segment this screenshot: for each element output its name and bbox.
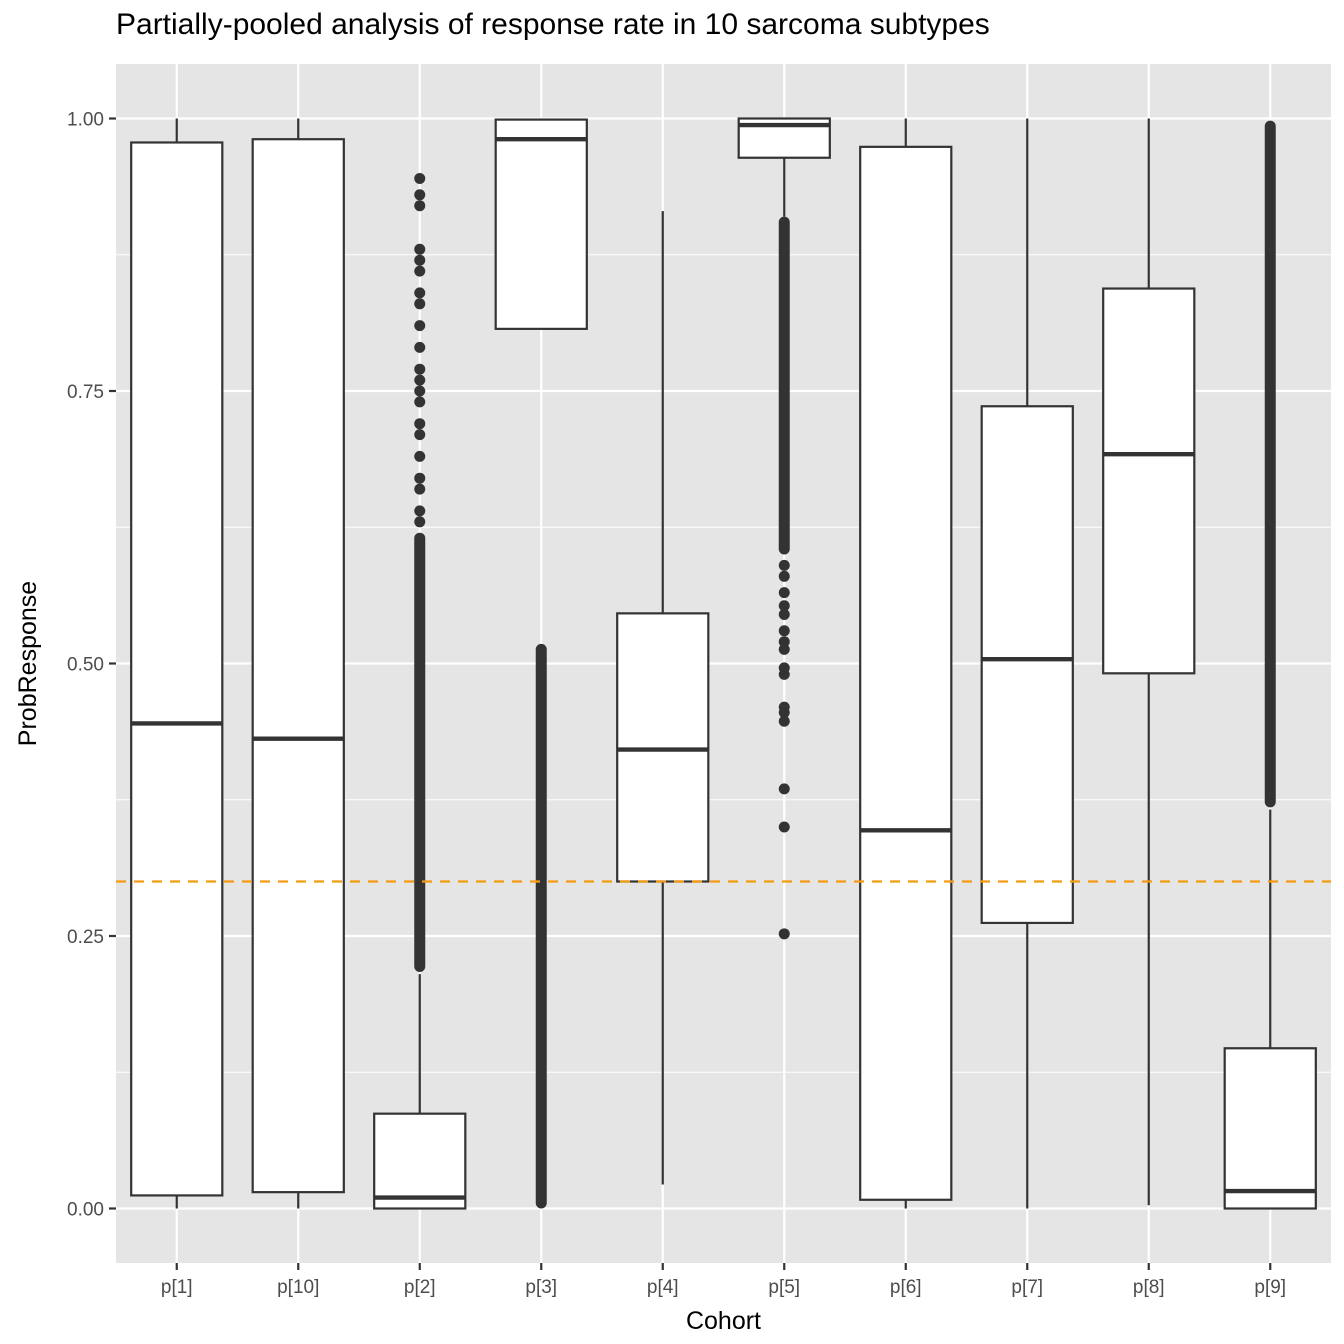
box-iqr — [1223, 1047, 1317, 1210]
outlier-point — [778, 600, 790, 612]
outlier-point — [414, 200, 426, 212]
box-p10 — [251, 118, 345, 1209]
outlier-point — [414, 189, 426, 201]
outlier-point — [414, 341, 426, 353]
outlier-point — [778, 559, 790, 571]
outlier-point — [778, 928, 790, 940]
outlier-point — [778, 608, 790, 620]
x-tick-label: p[5] — [768, 1277, 800, 1298]
box-p1 — [130, 118, 224, 1209]
outlier-points — [1264, 120, 1276, 808]
outlier-points — [414, 532, 426, 972]
outlier-point — [778, 587, 790, 599]
box-iqr — [1102, 287, 1196, 675]
outlier-point — [778, 570, 790, 582]
x-tick-label: p[2] — [404, 1277, 436, 1298]
outlier-point — [778, 821, 790, 833]
outlier-point — [778, 701, 790, 713]
outlier-point — [414, 374, 426, 386]
box-p6 — [859, 118, 953, 1209]
outlier-point — [414, 363, 426, 375]
y-axis-title: ProbResponse — [14, 581, 42, 746]
outlier-point — [414, 505, 426, 517]
x-axis: p[1] p[10] p[2] p[3] p[4] p[5] p[6] p[7] p[8] p[9… — [161, 1263, 1286, 1298]
outlier-point — [414, 418, 426, 430]
outlier-point — [778, 783, 790, 795]
outlier-point — [414, 396, 426, 408]
x-tick-label: p[1] — [161, 1277, 193, 1298]
outlier-point — [778, 643, 790, 655]
y-tick-label: 0.50 — [67, 655, 104, 676]
box-iqr — [373, 1112, 467, 1210]
y-tick-label: 0.00 — [67, 1200, 104, 1221]
box-series — [130, 117, 1317, 1210]
y-tick-label: 1.00 — [67, 110, 104, 131]
box-iqr — [251, 138, 345, 1194]
outlier-point — [414, 287, 426, 299]
outlier-point — [778, 662, 790, 674]
outlier-point — [414, 243, 426, 255]
box-p9 — [1223, 120, 1317, 1210]
box-p2 — [373, 172, 467, 1210]
box-iqr — [130, 141, 224, 1197]
outlier-point — [414, 385, 426, 397]
x-axis-title: Cohort — [686, 1307, 761, 1335]
x-tick-label: p[10] — [277, 1277, 319, 1298]
box-iqr — [859, 145, 953, 1201]
outlier-point — [414, 429, 426, 441]
outlier-point — [778, 625, 790, 637]
outlier-point — [778, 636, 790, 648]
y-axis: 0.00 0.25 0.50 0.75 1.00 — [67, 110, 116, 1221]
outlier-point — [414, 298, 426, 310]
outlier-point — [414, 483, 426, 495]
outlier-point — [414, 172, 426, 184]
y-tick-label: 0.75 — [67, 382, 104, 403]
box-iqr — [980, 405, 1074, 925]
outlier-point — [778, 715, 790, 727]
box-p7 — [980, 118, 1074, 1209]
outlier-point — [414, 254, 426, 266]
chart-title: Partially-pooled analysis of response ra… — [116, 8, 990, 41]
box-iqr — [494, 118, 588, 330]
outlier-point — [414, 516, 426, 528]
x-tick-label: p[7] — [1011, 1277, 1043, 1298]
outlier-point — [414, 265, 426, 277]
x-tick-label: p[8] — [1133, 1277, 1165, 1298]
box-p3 — [494, 118, 588, 1209]
outlier-point — [414, 320, 426, 332]
box-p5 — [737, 117, 831, 940]
x-tick-label: p[4] — [647, 1277, 679, 1298]
x-tick-label: p[9] — [1254, 1277, 1286, 1298]
outlier-point — [414, 472, 426, 484]
outlier-points — [535, 643, 547, 1209]
y-tick-label: 0.25 — [67, 927, 104, 948]
box-p8 — [1102, 118, 1196, 1206]
outlier-point — [414, 450, 426, 462]
outlier-points — [778, 216, 790, 555]
x-tick-label: p[3] — [525, 1277, 557, 1298]
box-p4 — [616, 211, 710, 1185]
x-tick-label: p[6] — [890, 1277, 922, 1298]
